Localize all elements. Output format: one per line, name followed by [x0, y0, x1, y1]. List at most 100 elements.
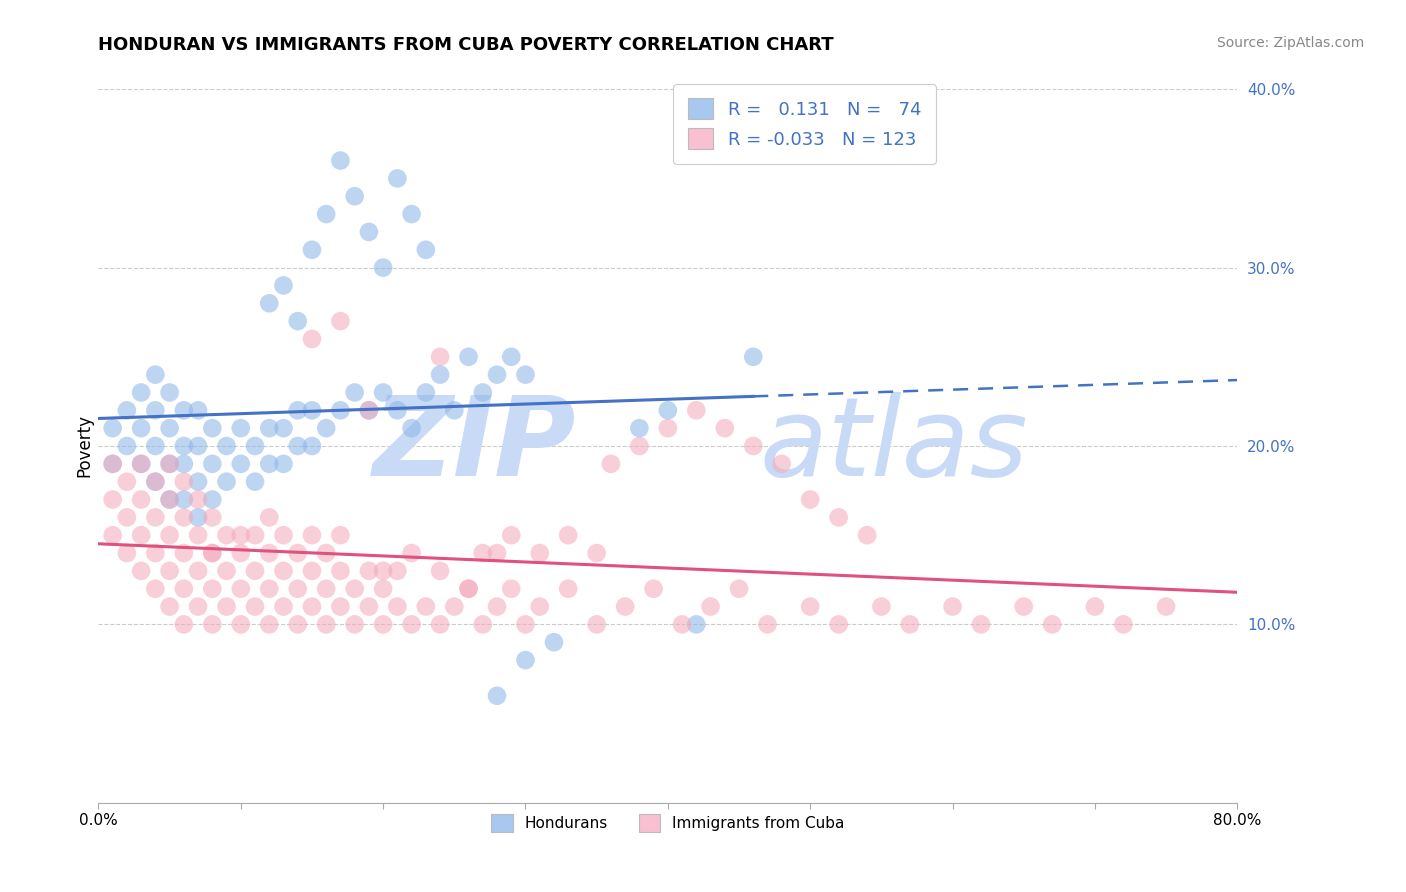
Point	[173, 439, 195, 453]
Point	[657, 421, 679, 435]
Point	[273, 564, 295, 578]
Point	[557, 528, 579, 542]
Point	[145, 475, 167, 489]
Point	[115, 403, 138, 417]
Point	[301, 528, 323, 542]
Point	[1084, 599, 1107, 614]
Point	[515, 368, 537, 382]
Point	[486, 689, 509, 703]
Point	[201, 457, 224, 471]
Point	[828, 617, 851, 632]
Point	[159, 421, 181, 435]
Point	[856, 528, 879, 542]
Point	[201, 510, 224, 524]
Point	[187, 492, 209, 507]
Point	[557, 582, 579, 596]
Point	[129, 385, 152, 400]
Point	[714, 421, 737, 435]
Point	[471, 385, 494, 400]
Point	[343, 385, 366, 400]
Point	[159, 564, 181, 578]
Point	[387, 171, 409, 186]
Point	[229, 546, 252, 560]
Point	[229, 617, 252, 632]
Point	[301, 332, 323, 346]
Point	[415, 599, 437, 614]
Point	[187, 528, 209, 542]
Point	[201, 546, 224, 560]
Point	[187, 439, 209, 453]
Point	[145, 475, 167, 489]
Point	[273, 599, 295, 614]
Point	[429, 350, 451, 364]
Point	[187, 510, 209, 524]
Point	[243, 599, 266, 614]
Point	[401, 207, 423, 221]
Point	[970, 617, 993, 632]
Point	[373, 564, 395, 578]
Point	[159, 492, 181, 507]
Point	[429, 617, 451, 632]
Point	[229, 582, 252, 596]
Point	[1040, 617, 1063, 632]
Point	[273, 421, 295, 435]
Point	[1154, 599, 1177, 614]
Point	[215, 564, 238, 578]
Point	[600, 457, 623, 471]
Point	[215, 599, 238, 614]
Point	[259, 582, 281, 596]
Point	[799, 492, 821, 507]
Point	[259, 296, 281, 310]
Point	[628, 421, 651, 435]
Point	[301, 439, 323, 453]
Point	[115, 439, 138, 453]
Point	[145, 403, 167, 417]
Point	[742, 350, 765, 364]
Point	[187, 475, 209, 489]
Point	[329, 528, 352, 542]
Point	[401, 421, 423, 435]
Point	[457, 582, 479, 596]
Point	[457, 582, 479, 596]
Point	[201, 617, 224, 632]
Point	[129, 528, 152, 542]
Point	[415, 243, 437, 257]
Point	[243, 528, 266, 542]
Point	[357, 599, 380, 614]
Point	[287, 617, 309, 632]
Point	[429, 564, 451, 578]
Point	[129, 457, 152, 471]
Point	[201, 546, 224, 560]
Point	[343, 189, 366, 203]
Text: atlas: atlas	[759, 392, 1028, 500]
Point	[315, 546, 337, 560]
Point	[315, 582, 337, 596]
Text: ZIP: ZIP	[373, 392, 576, 500]
Legend: Hondurans, Immigrants from Cuba: Hondurans, Immigrants from Cuba	[485, 808, 851, 838]
Point	[215, 475, 238, 489]
Point	[870, 599, 893, 614]
Point	[643, 582, 665, 596]
Point	[115, 510, 138, 524]
Point	[215, 528, 238, 542]
Point	[287, 582, 309, 596]
Point	[585, 617, 607, 632]
Point	[329, 403, 352, 417]
Point	[343, 582, 366, 596]
Point	[443, 599, 465, 614]
Point	[301, 403, 323, 417]
Point	[145, 510, 167, 524]
Text: HONDURAN VS IMMIGRANTS FROM CUBA POVERTY CORRELATION CHART: HONDURAN VS IMMIGRANTS FROM CUBA POVERTY…	[98, 36, 834, 54]
Point	[287, 403, 309, 417]
Point	[315, 617, 337, 632]
Point	[387, 599, 409, 614]
Point	[129, 492, 152, 507]
Point	[529, 599, 551, 614]
Point	[173, 457, 195, 471]
Point	[243, 564, 266, 578]
Point	[357, 564, 380, 578]
Point	[373, 385, 395, 400]
Point	[942, 599, 965, 614]
Point	[187, 403, 209, 417]
Point	[501, 350, 523, 364]
